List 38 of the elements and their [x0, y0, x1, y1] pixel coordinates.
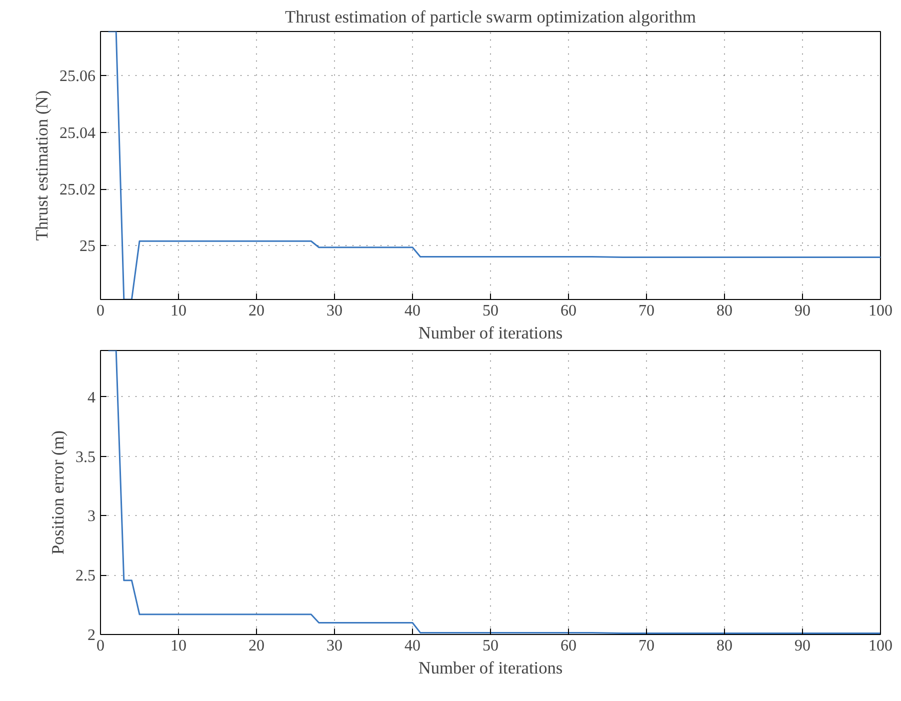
y-tick-label: 25.06 [60, 68, 96, 86]
x-tick-label: 80 [716, 302, 732, 320]
x-tick-label: 0 [96, 638, 104, 654]
x-tick-label: 90 [794, 302, 810, 320]
x-tick-label: 90 [794, 638, 810, 654]
line-series [108, 32, 880, 300]
y-tick-label: 4 [88, 389, 96, 406]
y-tick-label: 3 [88, 508, 96, 526]
y-tick-label: 3.5 [76, 448, 96, 466]
y-axis-title: Position error (m) [48, 430, 68, 555]
x-tick-label: 100 [868, 638, 892, 654]
x-tick-label: 10 [170, 302, 186, 320]
x-tick-label: 10 [170, 638, 186, 654]
x-tick-label: 30 [326, 638, 342, 654]
x-axis-title: Number of iterations [418, 658, 563, 678]
x-tick-label: 60 [560, 638, 576, 654]
y-tick-label: 25.02 [60, 182, 96, 199]
x-tick-label: 50 [482, 638, 498, 654]
y-tick-label: 2 [88, 627, 96, 644]
line-series [108, 350, 880, 634]
x-tick-label: 50 [482, 302, 498, 320]
y-tick-label: 2.5 [76, 568, 96, 585]
x-tick-label: 40 [404, 302, 420, 320]
x-tick-label: 70 [638, 638, 654, 654]
y-axis-title: Thrust estimation (N) [32, 90, 52, 241]
chart-title: Thrust estimation of particle swarm optimization algorithm [285, 8, 697, 26]
x-tick-label: 40 [404, 638, 420, 654]
x-tick-label: 80 [716, 638, 732, 654]
x-tick-label: 20 [248, 638, 264, 654]
y-tick-label: 25 [80, 238, 96, 256]
y-tick-label: 25.04 [60, 124, 96, 142]
x-tick-label: 0 [96, 302, 104, 320]
x-tick-label: 20 [248, 302, 264, 320]
x-tick-label: 30 [326, 302, 342, 320]
x-axis-title: Number of iterations [418, 324, 563, 342]
x-tick-label: 100 [868, 302, 892, 320]
x-tick-label: 60 [560, 302, 576, 320]
x-tick-label: 70 [638, 302, 654, 320]
